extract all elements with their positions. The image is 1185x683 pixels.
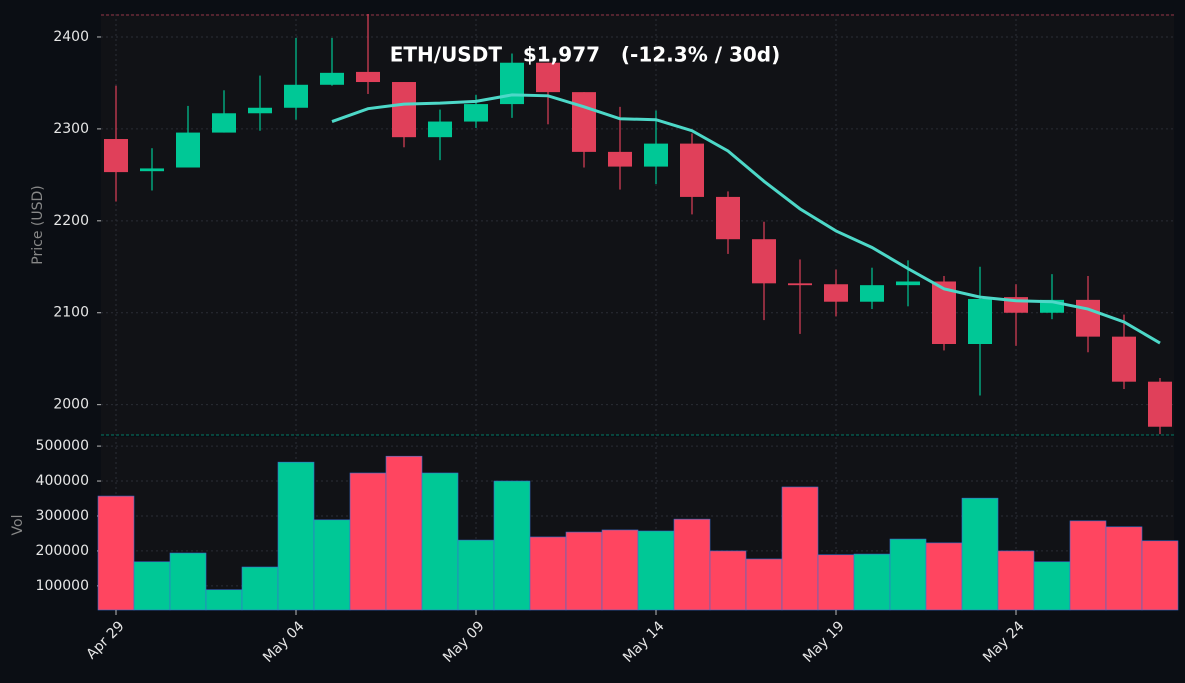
y-tick-label: 2200 [53, 213, 89, 229]
candle-body [320, 72, 344, 85]
candle-body [608, 151, 632, 167]
candle-body [428, 121, 452, 138]
x-tick-label: Apr 29 [83, 618, 127, 662]
x-tick-label: May 09 [440, 618, 488, 666]
volume-bar [1141, 540, 1179, 611]
volume-bar [781, 486, 819, 611]
candle-body [680, 143, 704, 197]
volume-bar [673, 518, 711, 611]
candle-body [248, 107, 272, 114]
volume-bar [385, 455, 423, 611]
y-tick-label: 2300 [53, 121, 89, 137]
volume-bar [313, 519, 351, 611]
volume-bar [133, 561, 171, 611]
candle-body [572, 92, 596, 152]
candle-body [212, 113, 236, 133]
candle-body [1076, 299, 1100, 337]
moving-average-line [331, 93, 1161, 345]
y-tick-label: 200000 [36, 543, 89, 559]
plot-layer: 2000 2100 2200 2300 2400 100000 200000 300000 40… [36, 14, 1179, 666]
candle-body [788, 283, 812, 286]
candle-body [392, 82, 416, 138]
volume-bar [925, 542, 963, 611]
candle-body [464, 104, 488, 122]
volume-bar [889, 538, 927, 611]
y-axis-label: Price (USD) [30, 185, 46, 264]
volume-bar [169, 552, 207, 611]
chart-title: ETH/USDT $1,977 (-12.3% / 30d) [390, 43, 781, 67]
volume-bar [565, 531, 603, 611]
x-tick-label: May 24 [980, 618, 1028, 666]
y-tick-label: 300000 [36, 508, 89, 524]
volume-bar [997, 550, 1035, 611]
volume-bar [457, 539, 495, 611]
y-tick-label: 500000 [36, 438, 89, 454]
volume-axis-label: Vol [10, 515, 26, 536]
volume-bar [745, 558, 783, 611]
candle-body [1148, 381, 1172, 427]
volume-bar [637, 530, 675, 611]
candle-body [356, 71, 380, 83]
volume-bar [817, 554, 855, 611]
candle-body [824, 284, 848, 302]
volume-bar [853, 553, 891, 611]
volume-bar [529, 536, 567, 611]
volume-bar [961, 497, 999, 611]
price-panel [101, 14, 1174, 435]
y-tick-label: 2400 [53, 29, 89, 45]
candle-body [176, 132, 200, 168]
volume-bar [709, 550, 747, 611]
candle-body [896, 281, 920, 286]
candle-body [284, 84, 308, 108]
volume-bar [601, 529, 639, 611]
volume-bar [349, 472, 387, 611]
y-tick-label: 400000 [36, 473, 89, 489]
candle-body [644, 143, 668, 167]
y-tick-label: 100000 [36, 578, 89, 594]
volume-bar [205, 589, 243, 611]
y-tick-label: 2000 [53, 397, 89, 413]
x-tick-label: May 14 [620, 618, 668, 666]
x-tick-label: May 19 [800, 618, 848, 666]
volume-bar [1105, 526, 1143, 611]
candle-body [860, 285, 884, 302]
candle-body [968, 298, 992, 344]
x-tick-label: May 04 [260, 618, 308, 666]
candle-body [140, 168, 164, 172]
candle-body [716, 196, 740, 240]
y-tick-label: 2100 [53, 305, 89, 321]
candle-body [536, 62, 560, 93]
volume-bar [277, 461, 315, 611]
volume-bar [1033, 561, 1071, 611]
candle-body [752, 239, 776, 284]
candle-body [1112, 336, 1136, 382]
volume-bar [97, 495, 135, 611]
volume-bar [421, 472, 459, 611]
volume-bar [1069, 520, 1107, 611]
volume-bar [493, 480, 531, 611]
candle-body [104, 139, 128, 173]
volume-bar [241, 566, 279, 611]
